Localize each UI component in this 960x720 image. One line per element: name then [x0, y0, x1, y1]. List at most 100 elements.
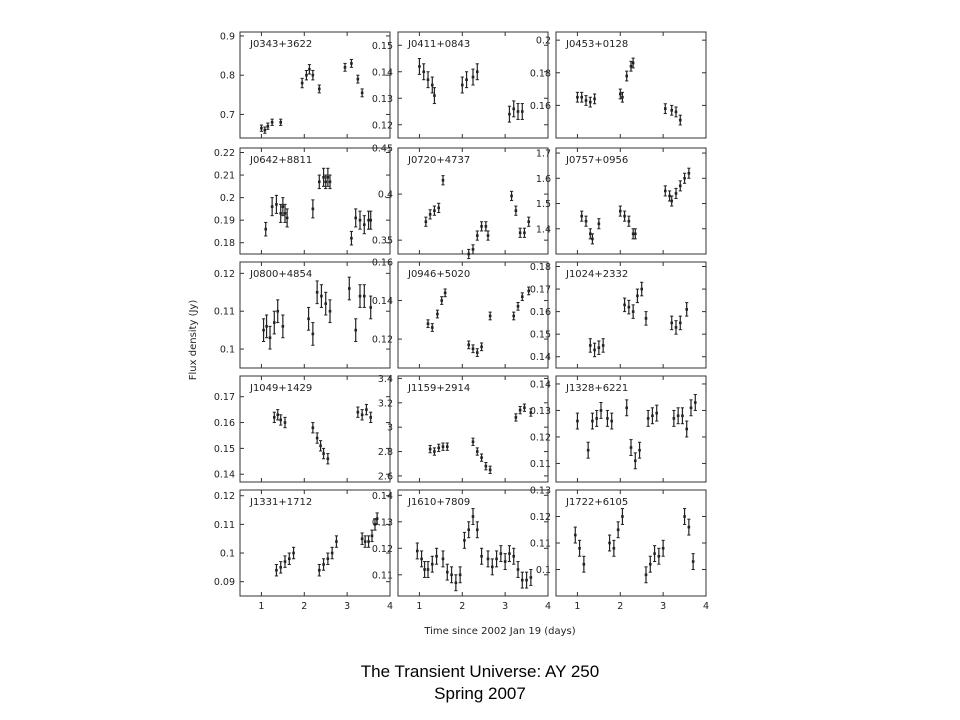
- data-point: [426, 71, 430, 89]
- data-point: [274, 563, 279, 577]
- footer-title: The Transient Universe: AY 250: [360, 662, 600, 681]
- data-point: [328, 299, 332, 324]
- data-point: [369, 295, 373, 320]
- panel-title: J0720+4737: [407, 155, 470, 166]
- data-point: [625, 70, 629, 82]
- data-point: [601, 338, 605, 353]
- data-point: [369, 411, 373, 424]
- data-point: [691, 553, 695, 570]
- data-point: [586, 441, 590, 459]
- data-point: [672, 409, 676, 427]
- panel-title: J1722+6105: [565, 497, 628, 508]
- y-tick-label: 1.4: [536, 224, 551, 235]
- data-point: [618, 205, 622, 217]
- panel-frame: [397, 147, 549, 255]
- data-point: [432, 447, 437, 456]
- data-point: [334, 535, 339, 548]
- data-point: [640, 281, 644, 297]
- data-point: [592, 93, 597, 105]
- y-tick-label: 0.21: [214, 171, 235, 182]
- data-point: [445, 563, 449, 581]
- y-tick-label: 0.22: [214, 148, 235, 159]
- data-point: [319, 284, 324, 308]
- y-tick-label: 0.14: [530, 352, 551, 363]
- data-point: [631, 57, 635, 69]
- data-point: [467, 340, 471, 350]
- panel-frame: [239, 375, 391, 483]
- data-point: [518, 227, 522, 238]
- data-point: [503, 553, 507, 570]
- y-tick-label: 0.1: [220, 345, 235, 356]
- data-point: [575, 91, 580, 103]
- data-point: [285, 208, 289, 228]
- data-point: [584, 95, 588, 106]
- data-point: [629, 60, 633, 72]
- data-point: [276, 299, 280, 324]
- data-point: [627, 215, 631, 227]
- data-point: [512, 547, 516, 565]
- panel-title: J0642+8811: [249, 155, 312, 166]
- data-point: [646, 409, 650, 427]
- data-point: [281, 314, 285, 339]
- panel-frame: [397, 375, 549, 483]
- data-point: [657, 547, 661, 565]
- data-point: [522, 227, 527, 238]
- y-tick-label: 0.11: [530, 539, 551, 550]
- panel-j1328+6221: J1328+6221 0.11 0.12 0.13 0.14: [530, 375, 707, 483]
- data-point: [287, 552, 291, 565]
- data-point: [326, 453, 330, 465]
- data-point: [471, 437, 475, 446]
- y-tick-label: 0.1: [220, 549, 235, 560]
- data-point: [321, 558, 326, 571]
- data-point: [620, 508, 625, 525]
- data-point: [635, 288, 640, 304]
- data-point: [279, 203, 283, 223]
- data-point: [590, 233, 595, 245]
- data-point: [428, 444, 432, 454]
- data-point: [509, 190, 514, 202]
- data-point: [674, 187, 678, 199]
- data-point: [479, 342, 484, 352]
- panel-j1722+6105: J1722+6105 0.1 0.11 0.12 0.13 1 2 3 4: [530, 486, 709, 613]
- y-tick-label: 1.5: [536, 199, 551, 210]
- data-point: [259, 124, 264, 132]
- data-point: [670, 104, 674, 116]
- data-point: [682, 172, 687, 184]
- data-point: [449, 566, 454, 584]
- data-point: [527, 286, 531, 296]
- data-point: [263, 126, 267, 134]
- y-tick-label: 0.09: [214, 577, 235, 588]
- data-point: [514, 413, 518, 422]
- x-tick-label: 3: [502, 601, 508, 612]
- data-point: [454, 574, 458, 592]
- y-tick-label: 2.6: [378, 471, 393, 482]
- y-tick-label: 0.16: [530, 307, 551, 318]
- data-point: [306, 306, 311, 331]
- y-tick-label: 0.11: [530, 459, 551, 470]
- data-point: [343, 62, 347, 72]
- data-point: [633, 452, 637, 470]
- data-point: [631, 304, 635, 319]
- data-point: [616, 521, 620, 539]
- data-point: [618, 88, 622, 100]
- y-tick-label: 0.12: [530, 432, 551, 443]
- data-point: [354, 318, 358, 342]
- data-point: [281, 197, 285, 217]
- panel-j0411+0843: J0411+0843 0.12 0.13 0.14 0.15: [372, 31, 549, 139]
- data-point: [610, 412, 614, 430]
- data-point: [291, 546, 296, 560]
- data-point: [266, 122, 270, 130]
- data-point: [529, 569, 533, 586]
- panel-j0343+3622: J0343+3622 0.7 0.8 0.9: [220, 31, 391, 139]
- data-point: [279, 414, 283, 426]
- y-tick-label: 0.16: [214, 418, 235, 429]
- data-point: [432, 205, 437, 216]
- data-point: [488, 311, 492, 321]
- data-point: [364, 403, 369, 416]
- x-tick-label: 2: [617, 601, 623, 612]
- panel-title: J0757+0956: [565, 155, 628, 166]
- y-tick-label: 0.18: [214, 238, 235, 249]
- data-point: [360, 532, 364, 545]
- data-point: [588, 338, 592, 353]
